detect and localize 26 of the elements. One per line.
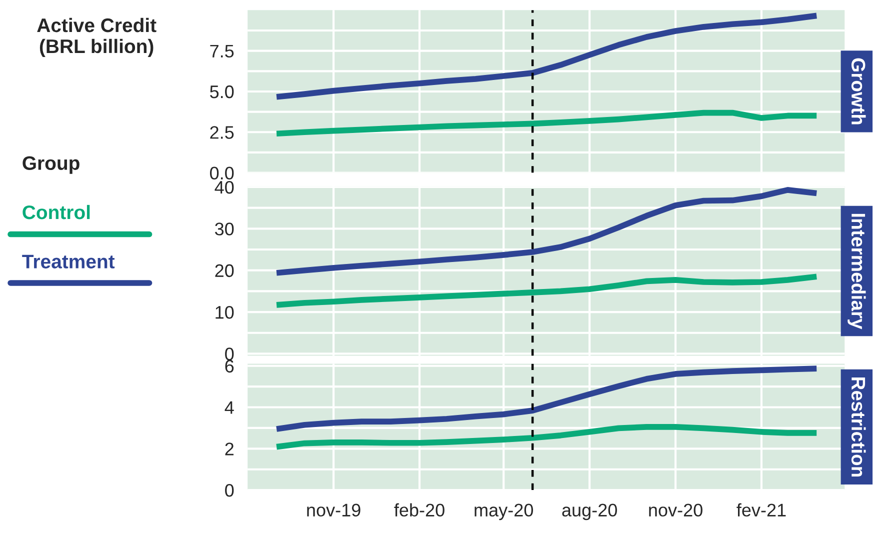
x-tick-label: aug-20 xyxy=(562,504,617,520)
legend-title: Group xyxy=(22,156,80,174)
y-tick-label: 0 xyxy=(225,484,234,497)
y-tick-label: 10 xyxy=(216,306,234,319)
y-tick-label: 2.5 xyxy=(210,126,234,139)
x-tick-label: may-20 xyxy=(474,504,534,520)
text: Control xyxy=(22,204,90,220)
text: Restriction xyxy=(851,377,866,477)
x-tick-label: nov-19 xyxy=(307,504,360,517)
x-tick-label: nov-20 xyxy=(649,504,702,517)
text: Growth xyxy=(851,58,866,124)
y-axis-title: Active Credit (BRL billion) xyxy=(37,18,156,57)
y-tick-label: 20 xyxy=(215,264,234,278)
y-tick-label: 5.0 xyxy=(210,85,234,98)
y-tick-label: 0 xyxy=(225,348,234,360)
x-tick-label: feb-20 xyxy=(394,503,444,517)
x-tick-label: fev-21 xyxy=(736,503,786,517)
y-tick-label: 6 xyxy=(225,360,234,373)
y-tick-label: 0.0 xyxy=(210,166,234,180)
text: Intermediary xyxy=(848,214,866,330)
y-tick-label: 4 xyxy=(224,401,234,414)
y-tick-label: 30 xyxy=(215,222,234,236)
y-tick-label: 7.5 xyxy=(210,44,234,58)
y-tick-label: 2 xyxy=(225,442,234,456)
text: Treatment xyxy=(22,254,115,268)
y-tick-label: 40 xyxy=(214,180,234,194)
